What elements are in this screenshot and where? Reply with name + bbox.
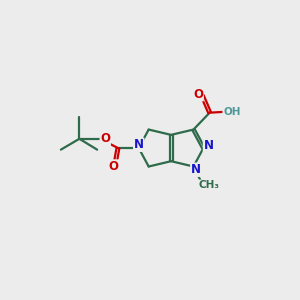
Text: O: O (100, 132, 110, 145)
Text: CH₃: CH₃ (199, 180, 220, 190)
Text: N: N (191, 163, 201, 176)
Text: N: N (134, 138, 144, 151)
Text: O: O (109, 160, 118, 173)
Text: OH: OH (223, 107, 241, 117)
Text: N: N (203, 140, 214, 152)
Text: O: O (193, 88, 203, 101)
